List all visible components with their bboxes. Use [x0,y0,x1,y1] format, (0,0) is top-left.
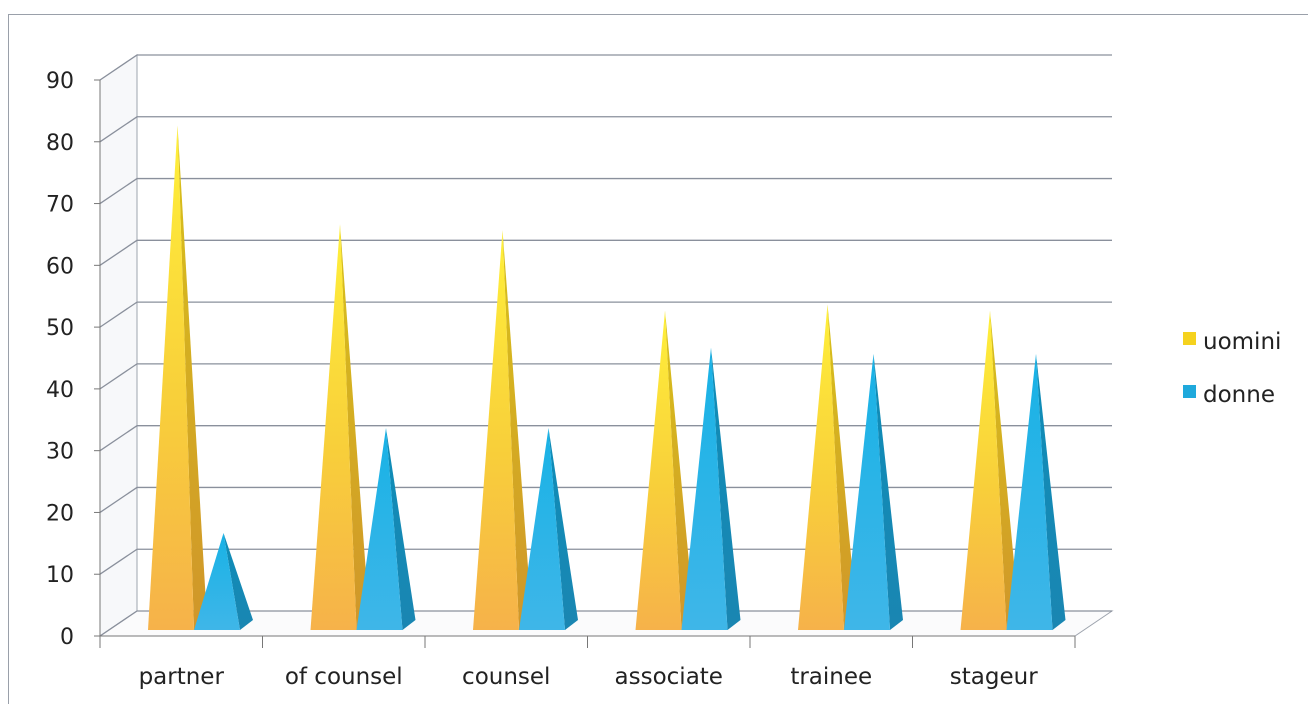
x-axis: partner of counsel counsel associate trainee… [99,635,1076,690]
pyramid-donne-associate [681,347,741,630]
pyramid-front-face [148,125,194,630]
gridline [99,425,1112,452]
legend-swatch [1183,332,1196,345]
pyramid-side-face [1036,353,1066,630]
y-tick-label: 10 [46,563,74,588]
pyramid-side-face [223,532,253,630]
y-tick-label: 80 [46,131,74,156]
pyramid-uomini-trainee [798,304,857,630]
gridline [99,363,1112,390]
gridlines [99,54,1112,637]
gridline [99,548,1112,575]
chart-frame [8,14,1308,704]
pyramid-side-face [177,125,207,630]
pyramid-side-face [340,224,370,631]
y-tick-label: 60 [46,254,74,279]
pyramid-front-face [844,353,890,630]
pyramid-front-face [473,230,519,630]
pyramid-uomini-stageur [960,310,1020,630]
pyramid-side-face [827,304,857,630]
x-category-label: counsel [462,664,550,690]
pyramid-donne-partner [194,532,253,630]
pyramid-donne-stageur [1006,353,1066,630]
pyramid-donne-counsel [519,427,578,630]
pyramid-front-face [635,310,682,630]
pyramid-side-face [990,310,1020,630]
y-tick-label: 50 [46,316,74,341]
y-tick-label: 0 [60,625,74,650]
chart-marks [148,125,1066,631]
pyramid-front-face [519,427,565,630]
x-category-label: stageur [950,664,1038,690]
pyramid-side-face [502,230,532,630]
floor [98,610,1114,637]
gridline [99,486,1112,513]
pyramid-front-face [310,224,357,631]
y-tick-label: 90 [46,69,74,94]
pyramid-side-face [711,347,741,630]
gridline [99,54,1112,81]
gridline [99,177,1112,205]
pyramid-front-face [356,427,403,630]
y-tick-label: 40 [46,378,74,403]
pyramid-front-face [1006,353,1053,630]
pyramid-uomini-partner [148,125,207,630]
side-wall [99,54,138,637]
pyramid-front-face [798,304,844,630]
x-category-label: associate [615,664,723,690]
y-tick-label: 20 [46,501,74,526]
y-tick-label: 70 [46,193,74,218]
gridline [99,610,1112,637]
pyramid-donne-trainee [844,353,903,630]
legend: uomini donne [1183,329,1281,408]
gridline [99,116,1112,143]
pyramid-uomini-of-counsel [310,224,370,631]
legend-label: uomini [1203,329,1281,355]
gridline [99,301,1112,328]
x-category-label: of counsel [285,664,403,690]
x-category-label: trainee [790,664,872,690]
pyramid-side-face [873,353,903,630]
y-tick-label: 30 [46,440,74,465]
gridline [99,239,1112,266]
pyramid-uomini-associate [635,310,695,630]
pyramid-front-face [960,310,1007,630]
pyramid-front-face [681,347,728,630]
pyramid-side-face [665,310,695,630]
legend-swatch [1183,385,1196,398]
pyramid-donne-of-counsel [356,427,416,630]
y-axis: 0 10 20 30 40 50 60 70 80 90 [46,69,101,650]
pyramid-front-face [194,532,240,630]
pyramid-uomini-counsel [473,230,532,630]
pyramid-side-face [548,427,578,630]
legend-label: donne [1203,382,1275,408]
pyramid-side-face [386,427,416,630]
x-category-label: partner [139,664,225,690]
